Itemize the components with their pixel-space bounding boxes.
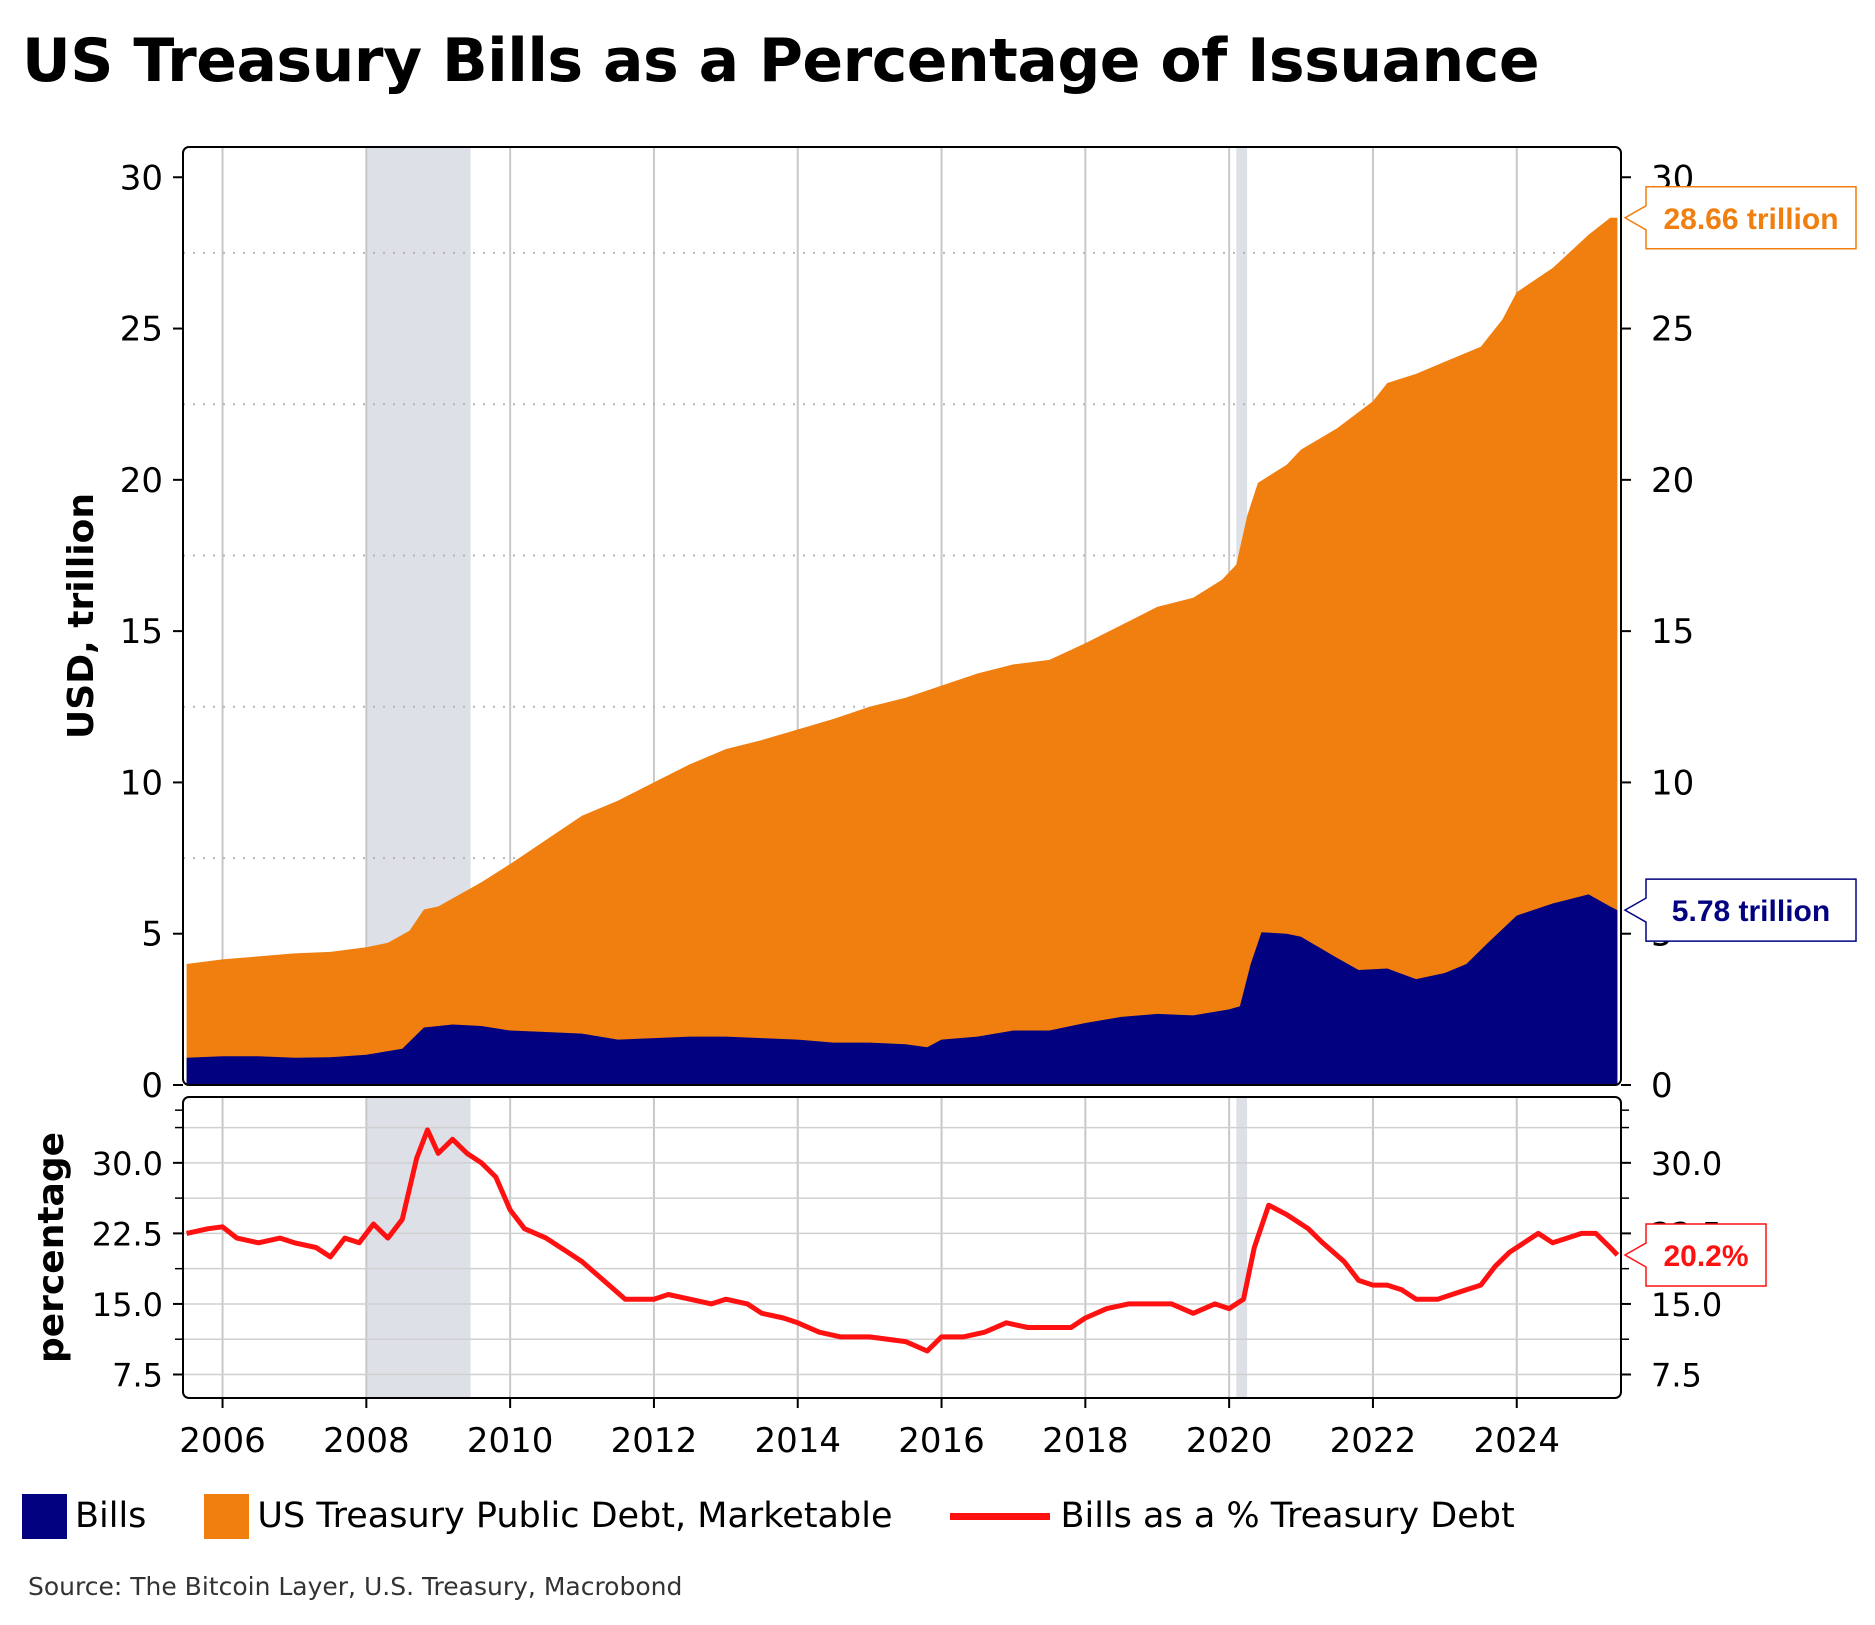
callout-bills-box (1623, 878, 1857, 942)
legend-item-bills: Bills (22, 1493, 147, 1539)
recession-band-2-lower (1236, 1097, 1248, 1398)
y-tick-label-left: 0 (141, 1066, 163, 1106)
y-tick-label-right: 10 (1651, 763, 1694, 803)
y-tick-label-right: 0 (1651, 1066, 1673, 1106)
lower-panel-frame (182, 1096, 1622, 1399)
pct-tick-label-right: 15.0 (1651, 1286, 1722, 1324)
x-tick-label: 2014 (754, 1421, 841, 1461)
legend-item-pct: Bills as a % Treasury Debt (950, 1496, 1515, 1536)
x-tick-label: 2020 (1186, 1421, 1273, 1461)
legend-swatch-bills (22, 1493, 67, 1539)
x-tick-label: 2016 (898, 1421, 985, 1461)
x-tick-label: 2022 (1330, 1421, 1417, 1461)
callout-pct-text: 20.2% (1663, 1240, 1748, 1273)
chart-title: US Treasury Bills as a Percentage of Iss… (22, 26, 1540, 96)
legend-swatch-debt (204, 1493, 250, 1539)
debt-area (186, 217, 1618, 1086)
y-tick-label-left: 30 (120, 158, 163, 198)
callout-debt: 28.66 trillion (1623, 186, 1857, 250)
y-tick-label-left: 25 (120, 310, 163, 350)
pct-line (186, 1127, 1620, 1354)
bills-area (186, 894, 1618, 1085)
callout-bills: 5.78 trillion (1623, 878, 1857, 942)
pct-tick-label-right: 7.5 (1651, 1356, 1702, 1394)
y-tick-label-left: 20 (120, 461, 163, 501)
x-tick-label: 2010 (467, 1421, 554, 1461)
y-tick-label-left: 5 (141, 915, 163, 955)
y-axis-title-lower: percentage (31, 1132, 72, 1363)
x-tick-label: 2018 (1042, 1421, 1129, 1461)
y-axis-title-upper: USD, trillion (61, 493, 102, 739)
pct-tick-label-left: 15.0 (92, 1286, 163, 1324)
y-tick-label-right: 25 (1651, 310, 1694, 350)
pct-tick-label-left: 30.0 (92, 1145, 163, 1183)
x-tick-label: 2024 (1473, 1421, 1560, 1461)
callout-pct-box (1623, 1223, 1767, 1287)
callout-debt-text: 28.66 trillion (1663, 203, 1838, 236)
y-tick-label-left: 10 (120, 763, 163, 803)
legend-label-debt: US Treasury Public Debt, Marketable (257, 1496, 893, 1536)
legend-item-debt: US Treasury Public Debt, Marketable (204, 1493, 893, 1539)
y-tick-label-right: 20 (1651, 461, 1694, 501)
callout-debt-box (1623, 186, 1857, 250)
upper-panel-frame (182, 146, 1622, 1086)
pct-tick-label-right: 30.0 (1651, 1145, 1722, 1183)
callout-pct: 20.2% (1623, 1223, 1767, 1287)
x-tick-label: 2012 (611, 1421, 698, 1461)
legend-swatch-pct (950, 1512, 1051, 1520)
legend-label-bills: Bills (75, 1496, 147, 1536)
pct-tick-label-left: 7.5 (112, 1356, 163, 1394)
pct-tick-label-left: 22.5 (92, 1215, 163, 1253)
x-tick-label: 2006 (179, 1421, 266, 1461)
x-tick-label: 2008 (323, 1421, 410, 1461)
legend: Bills US Treasury Public Debt, Marketabl… (22, 1492, 1573, 1540)
y-tick-label-right: 15 (1651, 612, 1694, 652)
legend-label-pct: Bills as a % Treasury Debt (1060, 1496, 1515, 1536)
y-tick-label-left: 15 (120, 612, 163, 652)
callout-bills-text: 5.78 trillion (1672, 895, 1830, 928)
source-note: Source: The Bitcoin Layer, U.S. Treasury… (28, 1572, 683, 1601)
